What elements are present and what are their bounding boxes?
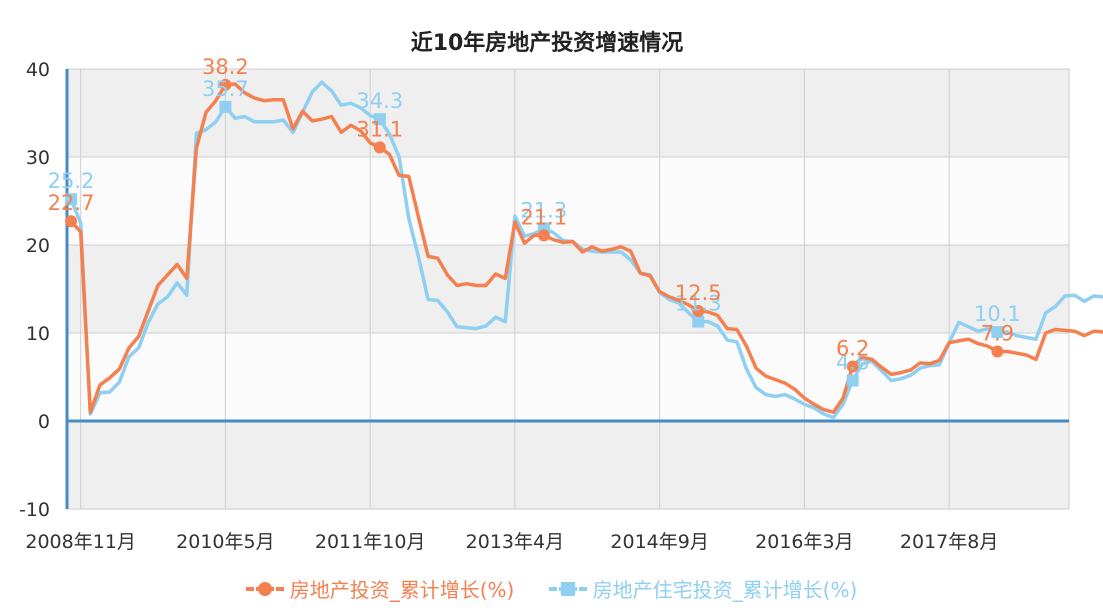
- data-point-investment: [65, 215, 77, 228]
- data-label-investment: 38.2: [202, 55, 249, 79]
- x-tick-label: 2013年4月: [466, 531, 564, 553]
- x-tick-label: 2014年9月: [610, 531, 708, 553]
- series-group: [65, 78, 1103, 420]
- y-tick-label: 0: [38, 411, 50, 433]
- data-label-residential: 35.7: [202, 77, 249, 101]
- data-label-investment: 6.2: [836, 336, 869, 360]
- series-line-investment: [69, 82, 1103, 414]
- data-label-residential: 11.3: [675, 292, 722, 316]
- data-label-investment: 31.1: [356, 117, 403, 141]
- data-point-investment: [537, 229, 550, 242]
- y-tick-label: -10: [19, 499, 50, 521]
- legend-square-marker-icon: [548, 579, 587, 599]
- y-tick-label: 30: [26, 147, 50, 169]
- data-point-residential: [219, 100, 232, 113]
- data-label-residential: 25.2: [48, 169, 95, 193]
- chart-title: 近10年房地产投资增速情况: [411, 30, 684, 56]
- x-tick-label: 2011年10月: [315, 531, 426, 553]
- legend: 房地产投资_累计增长(%) 房地产住宅投资_累计增长(%): [0, 574, 1103, 604]
- y-tick-labels: -10 0 10 20 30 40: [19, 59, 50, 521]
- data-point-investment: [219, 78, 232, 91]
- data-point-residential: [692, 315, 705, 328]
- data-point-residential: [65, 193, 77, 206]
- plot-background: [67, 69, 1069, 509]
- x-tick-labels: 2008年11月 2010年5月 2011年10月 2013年4月 2014年9月 201…: [25, 531, 998, 553]
- legend-item-investment[interactable]: 房地产投资_累计增长(%): [245, 574, 515, 603]
- legend-item-residential[interactable]: 房地产住宅投资_累计增长(%): [548, 574, 858, 603]
- data-point-investment: [846, 360, 859, 373]
- y-tick-label: 20: [26, 235, 50, 257]
- data-label-residential: 10.1: [974, 302, 1021, 326]
- data-label-investment: 22.7: [48, 191, 95, 215]
- plot-band: [67, 157, 1069, 245]
- data-point-investment: [692, 305, 705, 317]
- data-point-investment: [991, 345, 1004, 358]
- legend-label-investment: 房地产投资_累计增长(%): [289, 578, 515, 602]
- data-point-residential: [846, 374, 859, 387]
- plot-band: [67, 333, 1069, 421]
- x-tick-label: 2016年3月: [755, 531, 853, 553]
- data-label-investment: 21.1: [520, 205, 567, 229]
- y-tick-label: 10: [26, 323, 50, 345]
- data-label-residential: 21.3: [520, 198, 567, 222]
- y-tick-label: 40: [26, 59, 50, 81]
- data-label-investment: 12.5: [675, 281, 722, 305]
- data-point-residential: [991, 326, 1004, 339]
- plot-band: [67, 245, 1069, 333]
- data-point-investment: [373, 141, 386, 154]
- x-tick-label: 2017年8月: [900, 531, 998, 553]
- legend-circle-marker-icon: [245, 579, 284, 599]
- x-tick-label: 2010年5月: [176, 531, 274, 553]
- data-label-investment: 7.9: [981, 321, 1014, 345]
- data-label-group: 25.2 35.7 34.3 21.3 11.3 4.6 10.1 22.7 38.2 31.1 2…: [48, 55, 1021, 375]
- data-label-residential: 34.3: [356, 89, 403, 113]
- data-label-residential: 4.6: [836, 351, 869, 375]
- data-point-residential: [373, 113, 386, 126]
- legend-label-residential: 房地产住宅投资_累计增长(%): [592, 578, 858, 602]
- x-tick-label: 2008年11月: [25, 531, 136, 553]
- line-chart: 近10年房地产投资增速情况 -10 0 10 20 30 40 2008年11月 2010年…: [19, 30, 1103, 553]
- plot-band: [67, 421, 1069, 509]
- axes: [65, 69, 1069, 509]
